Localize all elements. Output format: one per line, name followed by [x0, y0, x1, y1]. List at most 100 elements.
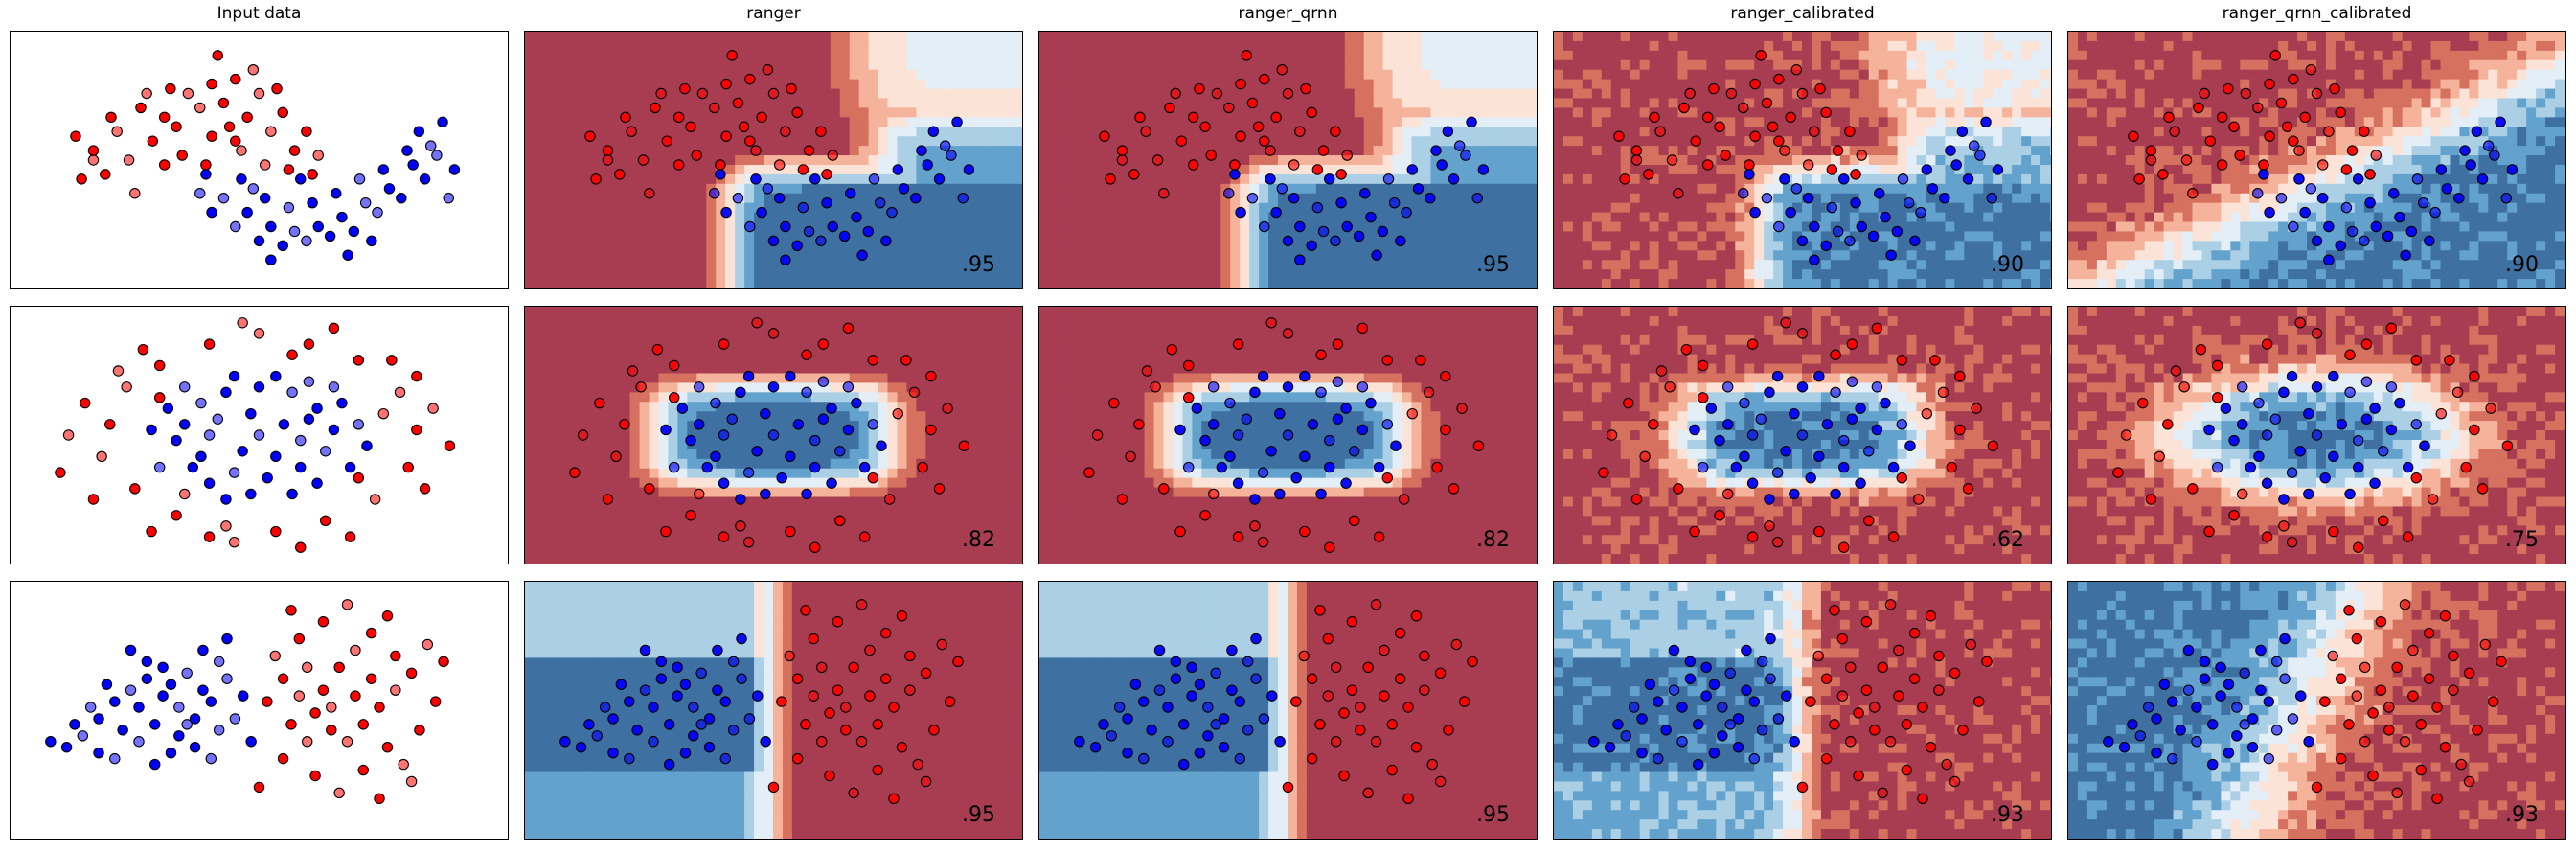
surface-cell	[1325, 183, 1336, 195]
surface-cell	[1134, 155, 1146, 166]
surface-cell	[1411, 32, 1423, 42]
surface-cell	[1086, 117, 1098, 127]
surface-cell	[591, 269, 603, 280]
red-class-point	[1164, 102, 1175, 114]
surface-cell	[1488, 98, 1498, 109]
surface-cell	[810, 117, 822, 127]
surface-cell	[1249, 40, 1260, 52]
blue-class-point	[342, 249, 353, 261]
surface-cell	[1783, 117, 1793, 127]
surface-cell	[1916, 59, 1927, 71]
surface-cell	[983, 79, 993, 90]
surface-cell	[1144, 117, 1155, 127]
surface-cell	[591, 231, 603, 242]
red-class-point	[1749, 130, 1761, 142]
surface-cell	[1096, 155, 1107, 166]
blue-class-point	[1790, 183, 1803, 195]
surface-cell	[525, 98, 536, 109]
surface-cell	[973, 32, 984, 42]
surface-cell	[1764, 260, 1774, 270]
surface-cell	[964, 250, 974, 261]
surface-cell	[1601, 40, 1612, 52]
surface-cell	[1572, 117, 1584, 127]
surface-cell	[649, 88, 660, 100]
surface-cell	[1973, 88, 1984, 100]
surface-cell	[1811, 146, 1822, 156]
surface-cell	[2182, 117, 2194, 127]
surface-cell	[1802, 269, 1812, 280]
surface-cell	[1497, 32, 1508, 42]
surface-cell	[849, 117, 860, 127]
surface-cell	[839, 79, 851, 90]
surface-cell	[2173, 155, 2184, 166]
surface-cell	[1048, 69, 1060, 81]
surface-cell	[2021, 155, 2032, 166]
surface-cell	[572, 69, 583, 81]
surface-cell	[1325, 88, 1336, 100]
surface-cell	[1945, 231, 1955, 242]
surface-cell	[677, 155, 688, 166]
surface-cell	[906, 32, 918, 42]
surface-cell	[1697, 40, 1707, 52]
red-class-point	[744, 135, 756, 147]
surface-cell	[1706, 164, 1717, 175]
surface-cell	[945, 32, 955, 42]
surface-cell	[725, 202, 736, 214]
surface-cell	[1392, 164, 1403, 175]
blue-class-point	[1962, 173, 1974, 185]
red-class-point	[87, 145, 100, 156]
surface-cell	[2012, 250, 2022, 261]
surface-cell	[897, 212, 908, 223]
surface-cell	[1039, 231, 1050, 242]
surface-cell	[887, 250, 899, 261]
surface-cell	[773, 279, 784, 288]
surface-cell	[620, 279, 631, 288]
surface-cell	[1249, 279, 1260, 288]
surface-cell	[725, 107, 736, 118]
surface-cell	[1582, 127, 1593, 137]
surface-cell	[1288, 79, 1298, 90]
surface-cell	[906, 250, 918, 261]
surface-cell	[820, 50, 832, 61]
surface-cell	[525, 279, 536, 288]
blue-class-point	[927, 126, 940, 137]
surface-cell	[639, 269, 650, 280]
surface-cell	[1086, 136, 1098, 147]
surface-cell	[1325, 107, 1336, 118]
surface-cell	[1240, 173, 1250, 185]
surface-cell	[572, 50, 583, 61]
surface-cell	[839, 69, 851, 81]
surface-cell	[1773, 279, 1784, 288]
surface-cell	[1954, 88, 1965, 100]
surface-cell	[1488, 279, 1498, 288]
surface-cell	[716, 146, 726, 156]
surface-cell	[1268, 193, 1279, 204]
surface-cell	[839, 98, 851, 109]
surface-cell	[964, 231, 974, 242]
surface-cell	[839, 260, 851, 270]
surface-cell	[1086, 59, 1098, 71]
blue-class-point	[1425, 192, 1436, 204]
surface-cell	[764, 202, 774, 214]
surface-cell	[629, 212, 641, 223]
surface-cell	[562, 32, 574, 42]
surface-cell	[1983, 136, 1994, 147]
surface-cell	[1906, 221, 1918, 233]
surface-cell	[1783, 212, 1793, 223]
surface-cell	[1830, 212, 1841, 223]
surface-cell	[2134, 269, 2146, 280]
surface-cell	[858, 202, 870, 214]
surface-cell	[1630, 269, 1641, 280]
blue-class-point	[331, 188, 342, 199]
surface-cell	[1306, 117, 1317, 127]
surface-cell	[1562, 32, 1574, 42]
blue-class-point	[1974, 150, 1986, 161]
surface-cell	[1459, 79, 1470, 90]
surface-cell	[906, 202, 918, 214]
surface-cell	[1677, 241, 1689, 251]
surface-cell	[1773, 88, 1784, 100]
surface-cell	[601, 221, 612, 233]
surface-cell	[1096, 173, 1107, 185]
surface-cell	[1983, 79, 1994, 90]
surface-cell	[1002, 59, 1013, 71]
